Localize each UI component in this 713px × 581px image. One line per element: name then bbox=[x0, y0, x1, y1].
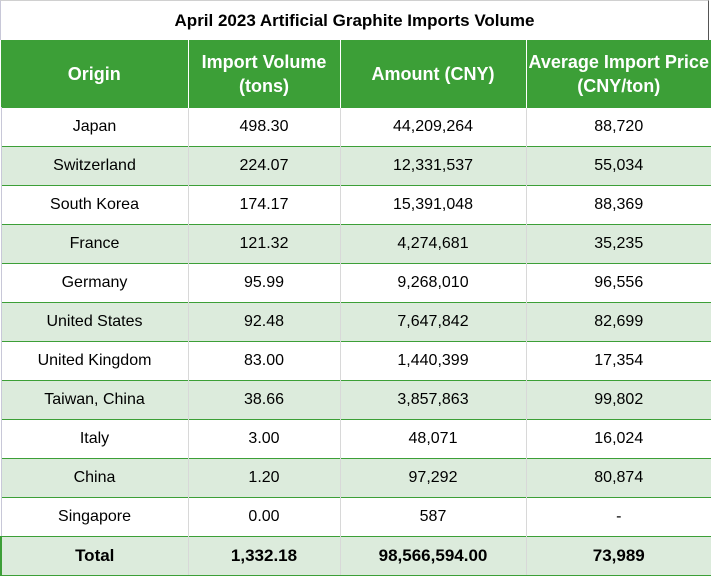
average-price-cell: 88,369 bbox=[525, 185, 711, 225]
total-import-volume-cell: 1,332.18 bbox=[187, 536, 340, 576]
import-volume-cell: 38.66 bbox=[187, 380, 340, 420]
amount-cell: 3,857,863 bbox=[339, 380, 526, 420]
amount-cell: 44,209,264 bbox=[339, 107, 526, 147]
imports-table: Origin Import Volume (tons) Amount (CNY)… bbox=[0, 40, 711, 576]
amount-cell: 587 bbox=[339, 497, 526, 537]
header-origin: Origin bbox=[1, 40, 188, 108]
average-price-cell: 17,354 bbox=[525, 341, 711, 381]
total-row: Total 1,332.18 98,566,594.00 73,989 bbox=[0, 536, 711, 576]
origin-cell: China bbox=[0, 458, 188, 498]
table-row: China 1.20 97,292 80,874 bbox=[0, 458, 711, 498]
table-row: Germany 95.99 9,268,010 96,556 bbox=[0, 263, 711, 303]
total-origin-cell: Total bbox=[0, 536, 188, 576]
import-volume-cell: 0.00 bbox=[187, 497, 340, 537]
header-row: Origin Import Volume (tons) Amount (CNY)… bbox=[1, 40, 711, 108]
average-price-cell: 35,235 bbox=[525, 224, 711, 264]
import-volume-cell: 224.07 bbox=[187, 146, 340, 186]
table-row: Italy 3.00 48,071 16,024 bbox=[0, 419, 711, 459]
import-volume-cell: 174.17 bbox=[187, 185, 340, 225]
average-price-cell: 88,720 bbox=[525, 107, 711, 147]
amount-cell: 9,268,010 bbox=[339, 263, 526, 303]
table-row: South Korea 174.17 15,391,048 88,369 bbox=[0, 185, 711, 225]
total-amount-cell: 98,566,594.00 bbox=[339, 536, 526, 576]
average-price-cell: 55,034 bbox=[525, 146, 711, 186]
import-volume-cell: 95.99 bbox=[187, 263, 340, 303]
origin-cell: United States bbox=[0, 302, 188, 342]
origin-cell: Taiwan, China bbox=[0, 380, 188, 420]
average-price-cell: 82,699 bbox=[525, 302, 711, 342]
header-import-volume: Import Volume (tons) bbox=[187, 40, 340, 108]
table-row: France 121.32 4,274,681 35,235 bbox=[0, 224, 711, 264]
average-price-cell: 80,874 bbox=[525, 458, 711, 498]
table-title: April 2023 Artificial Graphite Imports V… bbox=[0, 0, 709, 40]
amount-cell: 4,274,681 bbox=[339, 224, 526, 264]
amount-cell: 48,071 bbox=[339, 419, 526, 459]
import-volume-cell: 121.32 bbox=[187, 224, 340, 264]
total-average-price-cell: 73,989 bbox=[525, 536, 711, 576]
origin-cell: United Kingdom bbox=[0, 341, 188, 381]
origin-cell: Singapore bbox=[0, 497, 188, 537]
import-volume-cell: 3.00 bbox=[187, 419, 340, 459]
header-average-price: Average Import Price (CNY/ton) bbox=[525, 40, 711, 108]
import-volume-cell: 83.00 bbox=[187, 341, 340, 381]
average-price-cell: 16,024 bbox=[525, 419, 711, 459]
amount-cell: 97,292 bbox=[339, 458, 526, 498]
table-row: Japan 498.30 44,209,264 88,720 bbox=[0, 107, 711, 147]
import-volume-cell: 92.48 bbox=[187, 302, 340, 342]
average-price-cell: 96,556 bbox=[525, 263, 711, 303]
origin-cell: Italy bbox=[0, 419, 188, 459]
origin-cell: South Korea bbox=[0, 185, 188, 225]
table-row: Singapore 0.00 587- bbox=[0, 497, 711, 537]
table-row: Taiwan, China 38.66 3,857,863 99,802 bbox=[0, 380, 711, 420]
table-row: United Kingdom 83.00 1,440,399 17,354 bbox=[0, 341, 711, 381]
origin-cell: Germany bbox=[0, 263, 188, 303]
amount-cell: 15,391,048 bbox=[339, 185, 526, 225]
import-volume-cell: 1.20 bbox=[187, 458, 340, 498]
table-row: United States 92.48 7,647,842 82,699 bbox=[0, 302, 711, 342]
table-row: Switzerland 224.07 12,331,537 55,034 bbox=[0, 146, 711, 186]
origin-cell: Switzerland bbox=[0, 146, 188, 186]
amount-cell: 12,331,537 bbox=[339, 146, 526, 186]
origin-cell: Japan bbox=[0, 107, 188, 147]
average-price-cell: - bbox=[525, 497, 711, 537]
import-volume-cell: 498.30 bbox=[187, 107, 340, 147]
amount-cell: 7,647,842 bbox=[339, 302, 526, 342]
amount-cell: 1,440,399 bbox=[339, 341, 526, 381]
origin-cell: France bbox=[0, 224, 188, 264]
average-price-cell: 99,802 bbox=[525, 380, 711, 420]
header-amount: Amount (CNY) bbox=[339, 40, 526, 108]
